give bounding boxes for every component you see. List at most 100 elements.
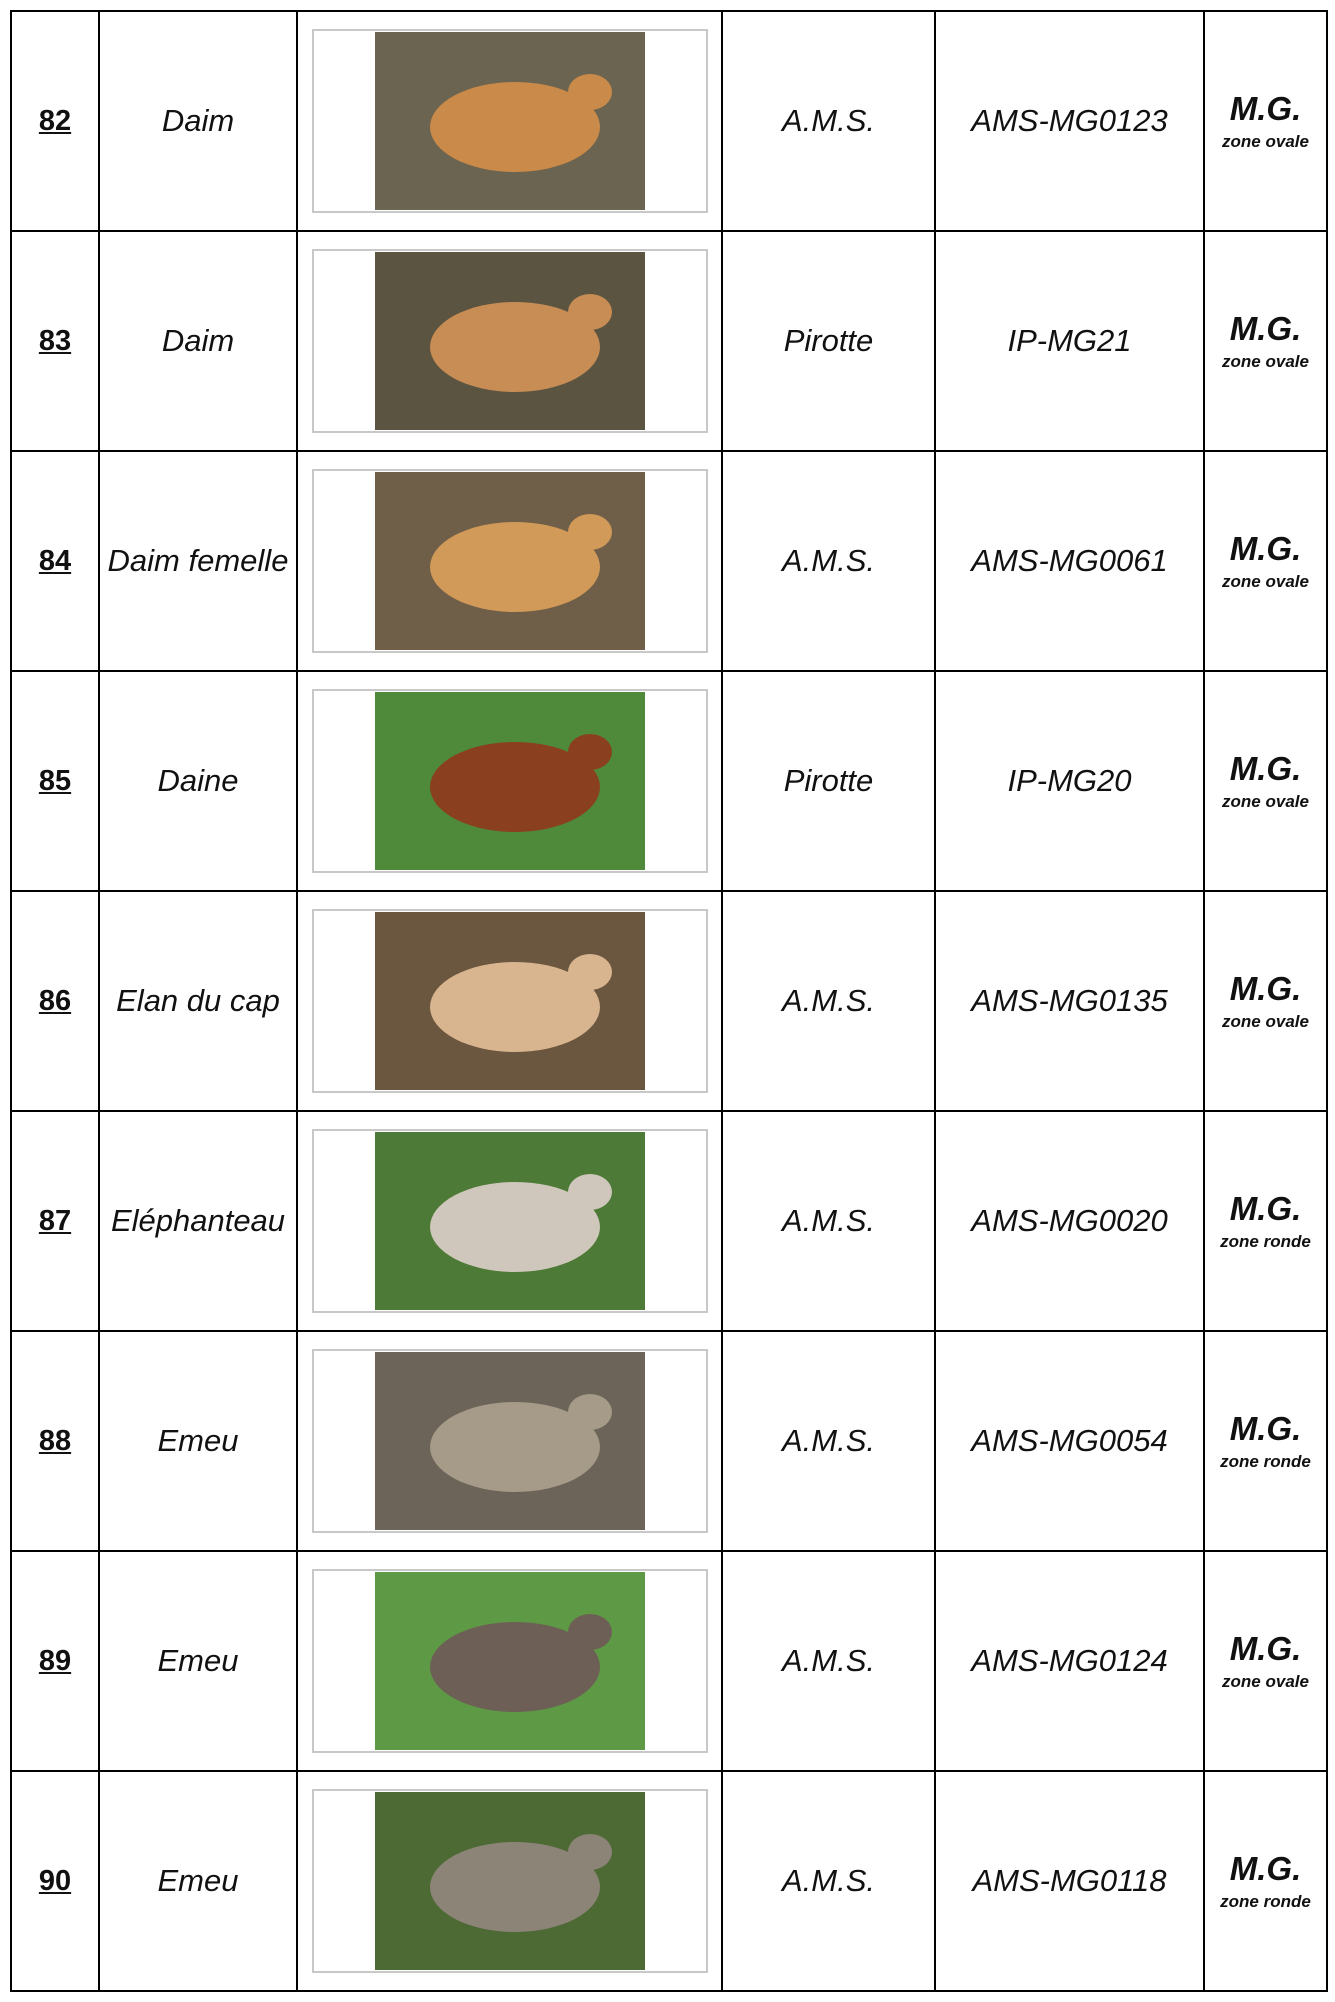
reference: AMS-MG0118 [934,1770,1205,1992]
table-row: 90 Emeu A.M.S. AMS-MG0118 M.G. zone ronde [10,1770,1328,1992]
zone: zone ovale [1222,1672,1309,1691]
zone: zone ovale [1222,792,1309,811]
table-row: 85 Daine Pirotte IP-MG20 M.G. zone ovale [10,670,1328,892]
category: M.G. [1229,1410,1302,1447]
photo-cell [296,670,723,892]
row-number: 86 [10,890,100,1112]
animal-head [567,1834,612,1870]
animal-name: Daim [98,230,298,452]
maker: Pirotte [721,230,936,452]
photo-cell [296,1770,723,1992]
maker: A.M.S. [721,1330,936,1552]
row-number: 87 [10,1110,100,1332]
category: M.G. [1229,750,1302,787]
animal-photo [374,692,645,870]
row-number: 89 [10,1550,100,1772]
category: M.G. [1229,1190,1302,1227]
maker: Pirotte [721,670,936,892]
maker: A.M.S. [721,450,936,672]
category: M.G. [1229,1630,1302,1667]
animal-photo [374,1132,645,1310]
photo-frame [311,1569,708,1753]
maker: A.M.S. [721,1550,936,1772]
animal-photo [374,472,645,650]
category: M.G. [1229,90,1302,127]
photo-frame [311,1349,708,1533]
animal-shape [429,1182,600,1272]
photo-frame [311,249,708,433]
category-cell: M.G. zone ovale [1203,1550,1328,1772]
photo-cell [296,890,723,1112]
category-cell: M.G. zone ovale [1203,670,1328,892]
photo-frame [311,909,708,1093]
animal-name: Daim [98,10,298,232]
photo-frame [311,689,708,873]
animal-head [567,734,612,770]
animal-name: Eléphanteau [98,1110,298,1332]
zone: zone ronde [1220,1232,1311,1251]
category-cell: M.G. zone ovale [1203,890,1328,1112]
reference: AMS-MG0123 [934,10,1205,232]
reference: AMS-MG0135 [934,890,1205,1112]
photo-cell [296,10,723,232]
animal-name: Emeu [98,1770,298,1992]
row-number: 88 [10,1330,100,1552]
table-row: 87 Eléphanteau A.M.S. AMS-MG0020 M.G. zone r… [10,1110,1328,1332]
table-body: 82 Daim A.M.S. AMS-MG0123 M.G. zone ovale 83 D… [10,10,1328,1992]
reference: AMS-MG0124 [934,1550,1205,1772]
animal-name: Emeu [98,1550,298,1772]
photo-cell [296,450,723,672]
category: M.G. [1229,970,1302,1007]
maker: A.M.S. [721,10,936,232]
table-row: 86 Elan du cap A.M.S. AMS-MG0135 M.G. zone o… [10,890,1328,1112]
zone: zone ronde [1220,1452,1311,1471]
animal-photo [374,1792,645,1970]
row-number: 82 [10,10,100,232]
photo-cell [296,1550,723,1772]
reference: IP-MG20 [934,670,1205,892]
animal-photo [374,1572,645,1750]
category-cell: M.G. zone ovale [1203,450,1328,672]
photo-frame [311,1789,708,1973]
row-number: 85 [10,670,100,892]
table-row: 83 Daim Pirotte IP-MG21 M.G. zone ovale [10,230,1328,452]
photo-frame [311,1129,708,1313]
animal-shape [429,522,600,612]
target-table: 82 Daim A.M.S. AMS-MG0123 M.G. zone ovale 83 D… [10,10,1328,1992]
zone: zone ovale [1222,572,1309,591]
photo-cell [296,1110,723,1332]
category: M.G. [1229,1850,1302,1887]
animal-shape [429,302,600,392]
animal-shape [429,1842,600,1932]
category-cell: M.G. zone ovale [1203,230,1328,452]
category-cell: M.G. zone ronde [1203,1110,1328,1332]
photo-cell [296,1330,723,1552]
photo-cell [296,230,723,452]
table-row: 84 Daim femelle A.M.S. AMS-MG0061 M.G. zone … [10,450,1328,672]
zone: zone ovale [1222,1012,1309,1031]
animal-shape [429,82,600,172]
photo-frame [311,469,708,653]
animal-photo [374,1352,645,1530]
animal-head [567,954,612,990]
animal-name: Daim femelle [98,450,298,672]
table-row: 88 Emeu A.M.S. AMS-MG0054 M.G. zone ronde [10,1330,1328,1552]
row-number: 90 [10,1770,100,1992]
animal-shape [429,1402,600,1492]
animal-head [567,294,612,330]
animal-name: Elan du cap [98,890,298,1112]
animal-photo [374,912,645,1090]
animal-shape [429,962,600,1052]
photo-frame [311,29,708,213]
category-cell: M.G. zone ronde [1203,1770,1328,1992]
reference: IP-MG21 [934,230,1205,452]
animal-name: Emeu [98,1330,298,1552]
category: M.G. [1229,310,1302,347]
category-cell: M.G. zone ronde [1203,1330,1328,1552]
zone: zone ovale [1222,352,1309,371]
animal-head [567,1614,612,1650]
reference: AMS-MG0020 [934,1110,1205,1332]
reference: AMS-MG0054 [934,1330,1205,1552]
animal-shape [429,742,600,832]
